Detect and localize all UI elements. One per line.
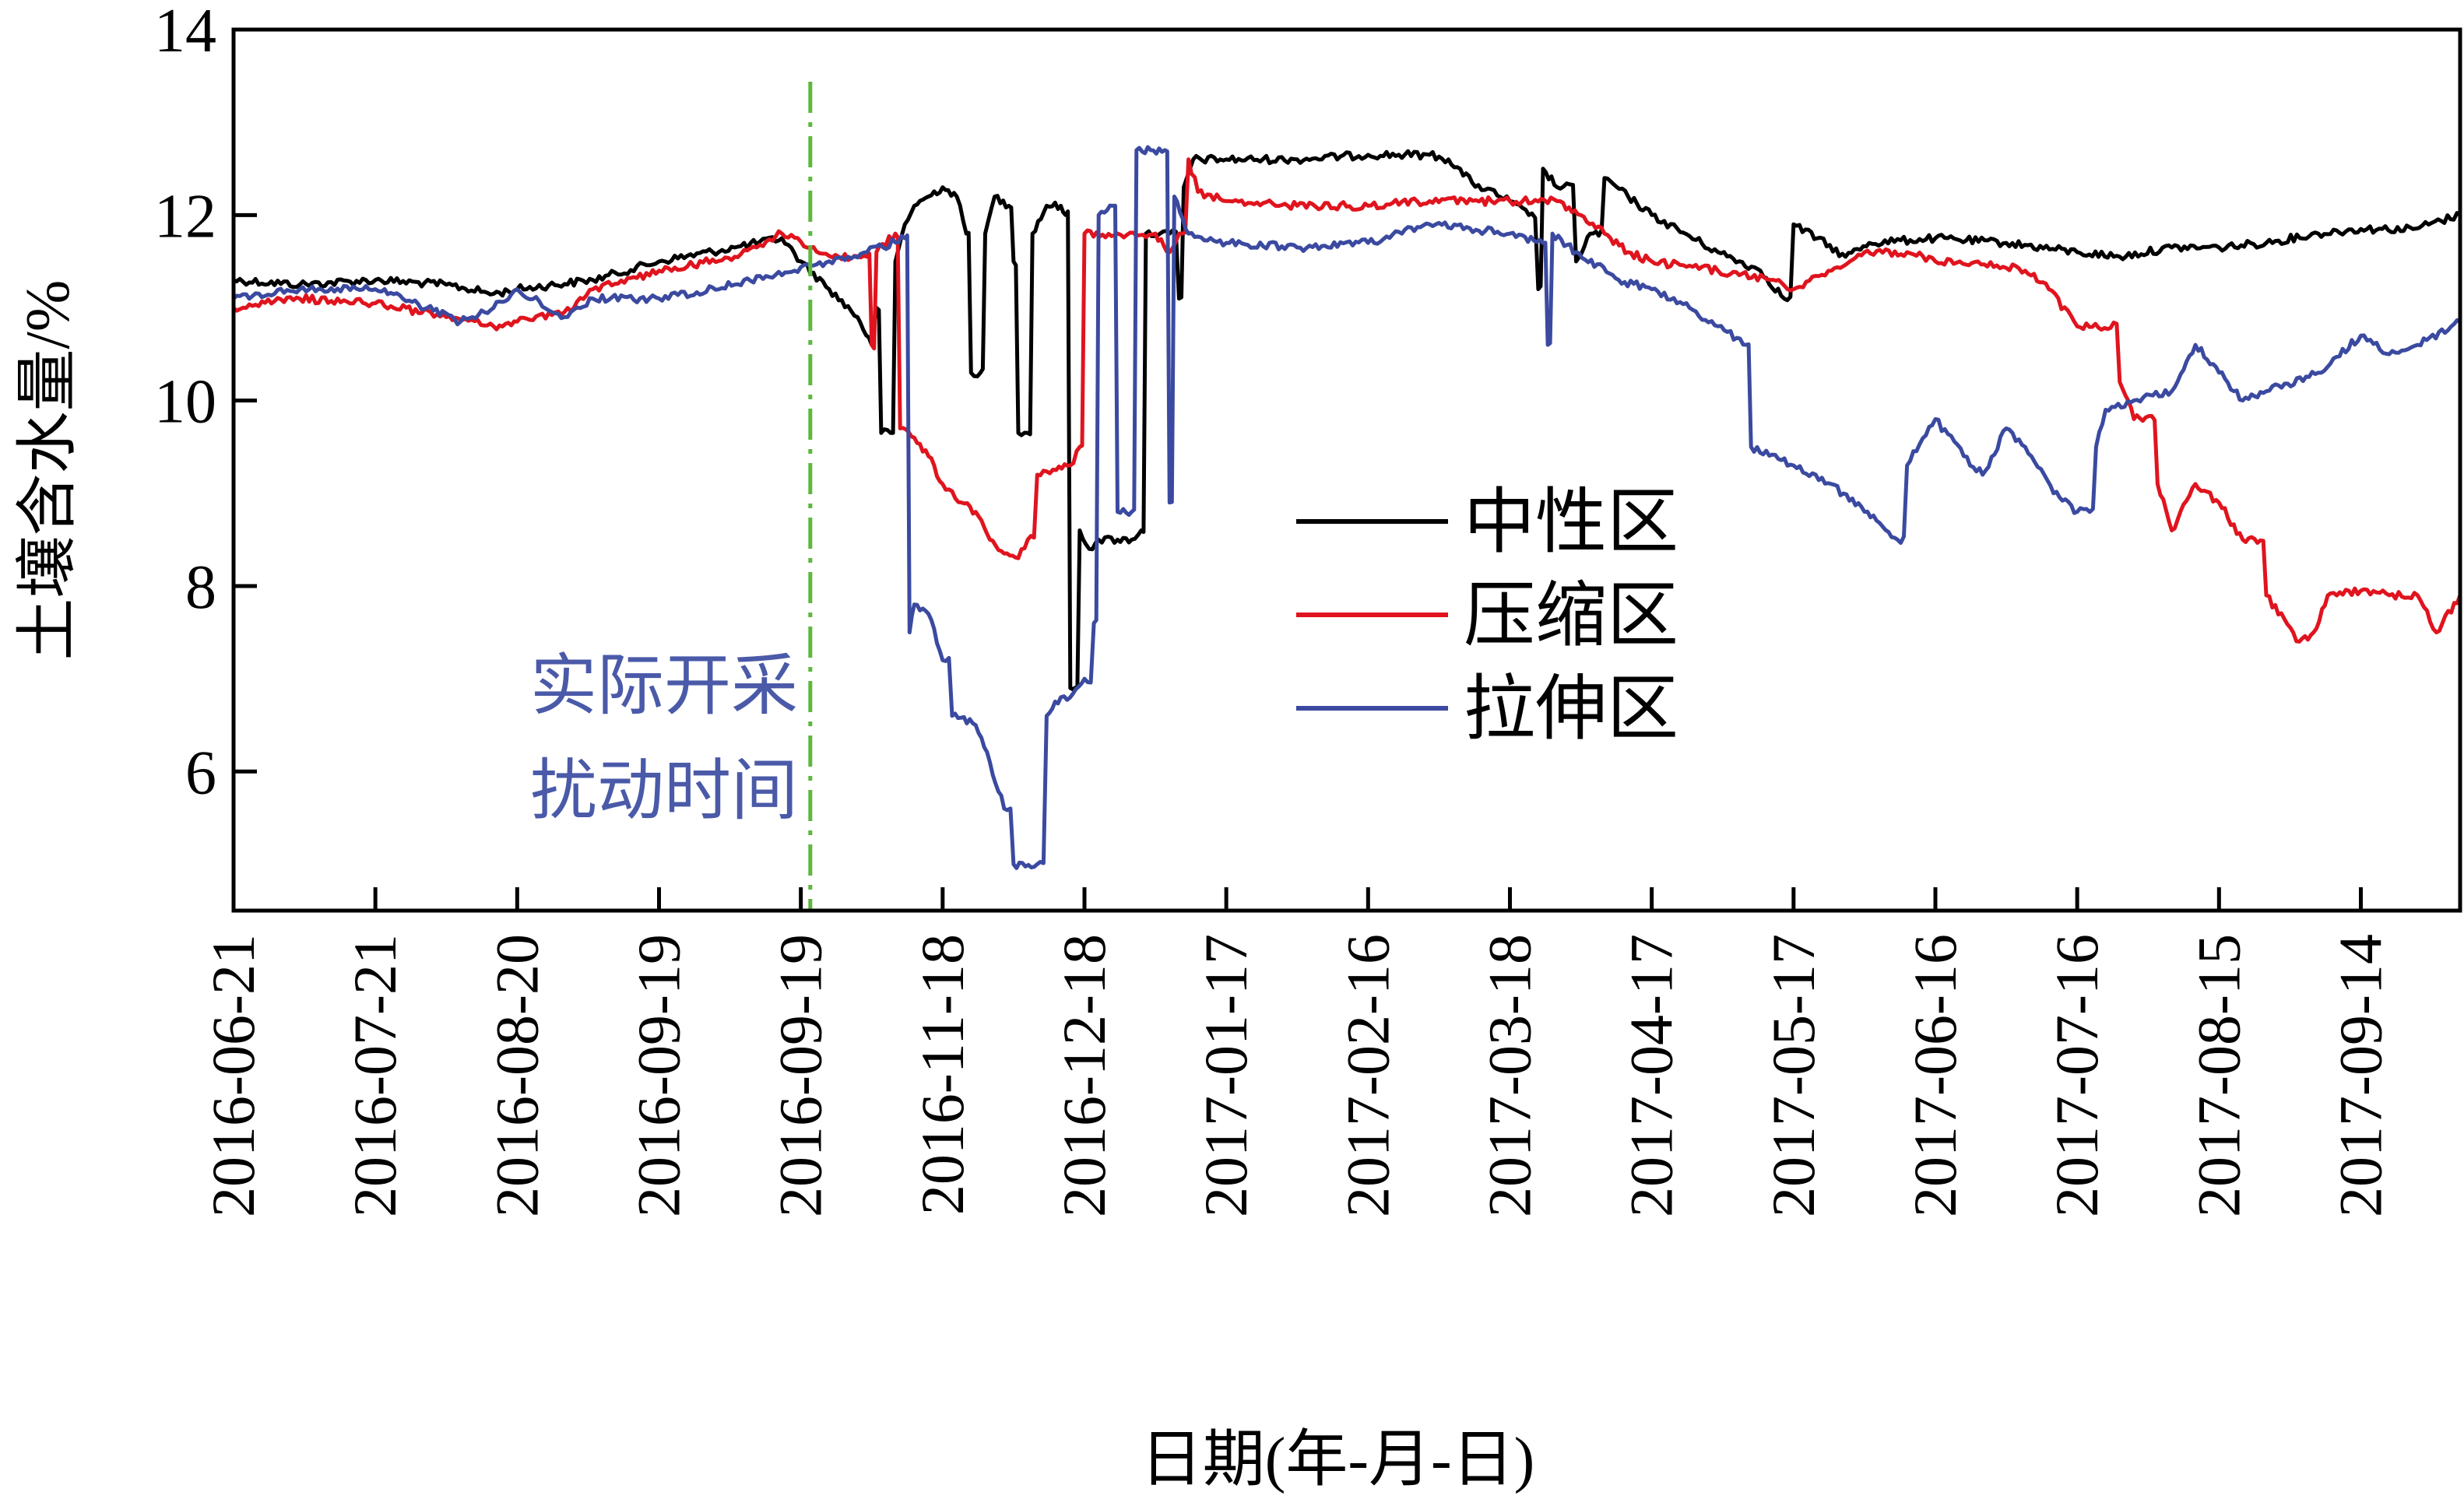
annotation-text: 扰动时间 xyxy=(530,753,798,828)
y-tick-label: 8 xyxy=(185,553,216,622)
series-line-3 xyxy=(232,145,2462,870)
x-tick-label: 2016-06-21 xyxy=(199,934,267,1217)
y-tick-label: 12 xyxy=(154,182,216,251)
plot-frame xyxy=(231,27,2462,913)
y-tick-label: 14 xyxy=(154,0,216,65)
series-line-1 xyxy=(232,149,2462,692)
x-tick-label: 2016-12-18 xyxy=(1050,934,1118,1217)
x-tick-label: 2016-09-19 xyxy=(624,934,692,1217)
y-tick-label: 6 xyxy=(185,739,216,807)
x-tick-label: 2016-07-21 xyxy=(341,934,409,1217)
series-layer xyxy=(232,145,2462,870)
legend-label: 拉伸区 xyxy=(1464,669,1678,749)
x-tick-label: 2016-08-20 xyxy=(483,934,550,1217)
x-tick-label: 2017-04-17 xyxy=(1618,934,1685,1217)
annotation-text: 实际开采 xyxy=(530,648,798,723)
y-axis: 6 8 10 12 14 xyxy=(154,0,257,807)
y-axis-label: 土壤含水量/% xyxy=(14,280,83,661)
x-tick-label: 2017-03-18 xyxy=(1475,934,1543,1217)
x-axis-label: 日期(年-月-日) xyxy=(1141,1426,1535,1494)
x-tick-label: 2017-02-16 xyxy=(1334,934,1401,1217)
x-tick-label: 2017-09-14 xyxy=(2326,934,2394,1217)
x-tick-label: 2017-07-16 xyxy=(2043,934,2111,1217)
x-tick-label: 2016-09-19 xyxy=(767,934,835,1217)
x-axis: 2016-06-21 2016-07-21 2016-08-20 2016-09-19… xyxy=(199,887,2394,1217)
x-tick-label: 2017-08-15 xyxy=(2185,934,2252,1217)
x-tick-label: 2016-11-18 xyxy=(909,934,976,1215)
legend-label: 压缩区 xyxy=(1464,576,1678,655)
y-tick-label: 10 xyxy=(154,368,216,437)
x-tick-label: 2017-01-17 xyxy=(1192,934,1260,1217)
x-tick-label: 2017-06-16 xyxy=(1901,934,1969,1217)
legend-label: 中性区 xyxy=(1464,483,1678,562)
x-tick-label: 2017-05-17 xyxy=(1759,934,1827,1217)
series-line-2 xyxy=(232,157,2462,644)
